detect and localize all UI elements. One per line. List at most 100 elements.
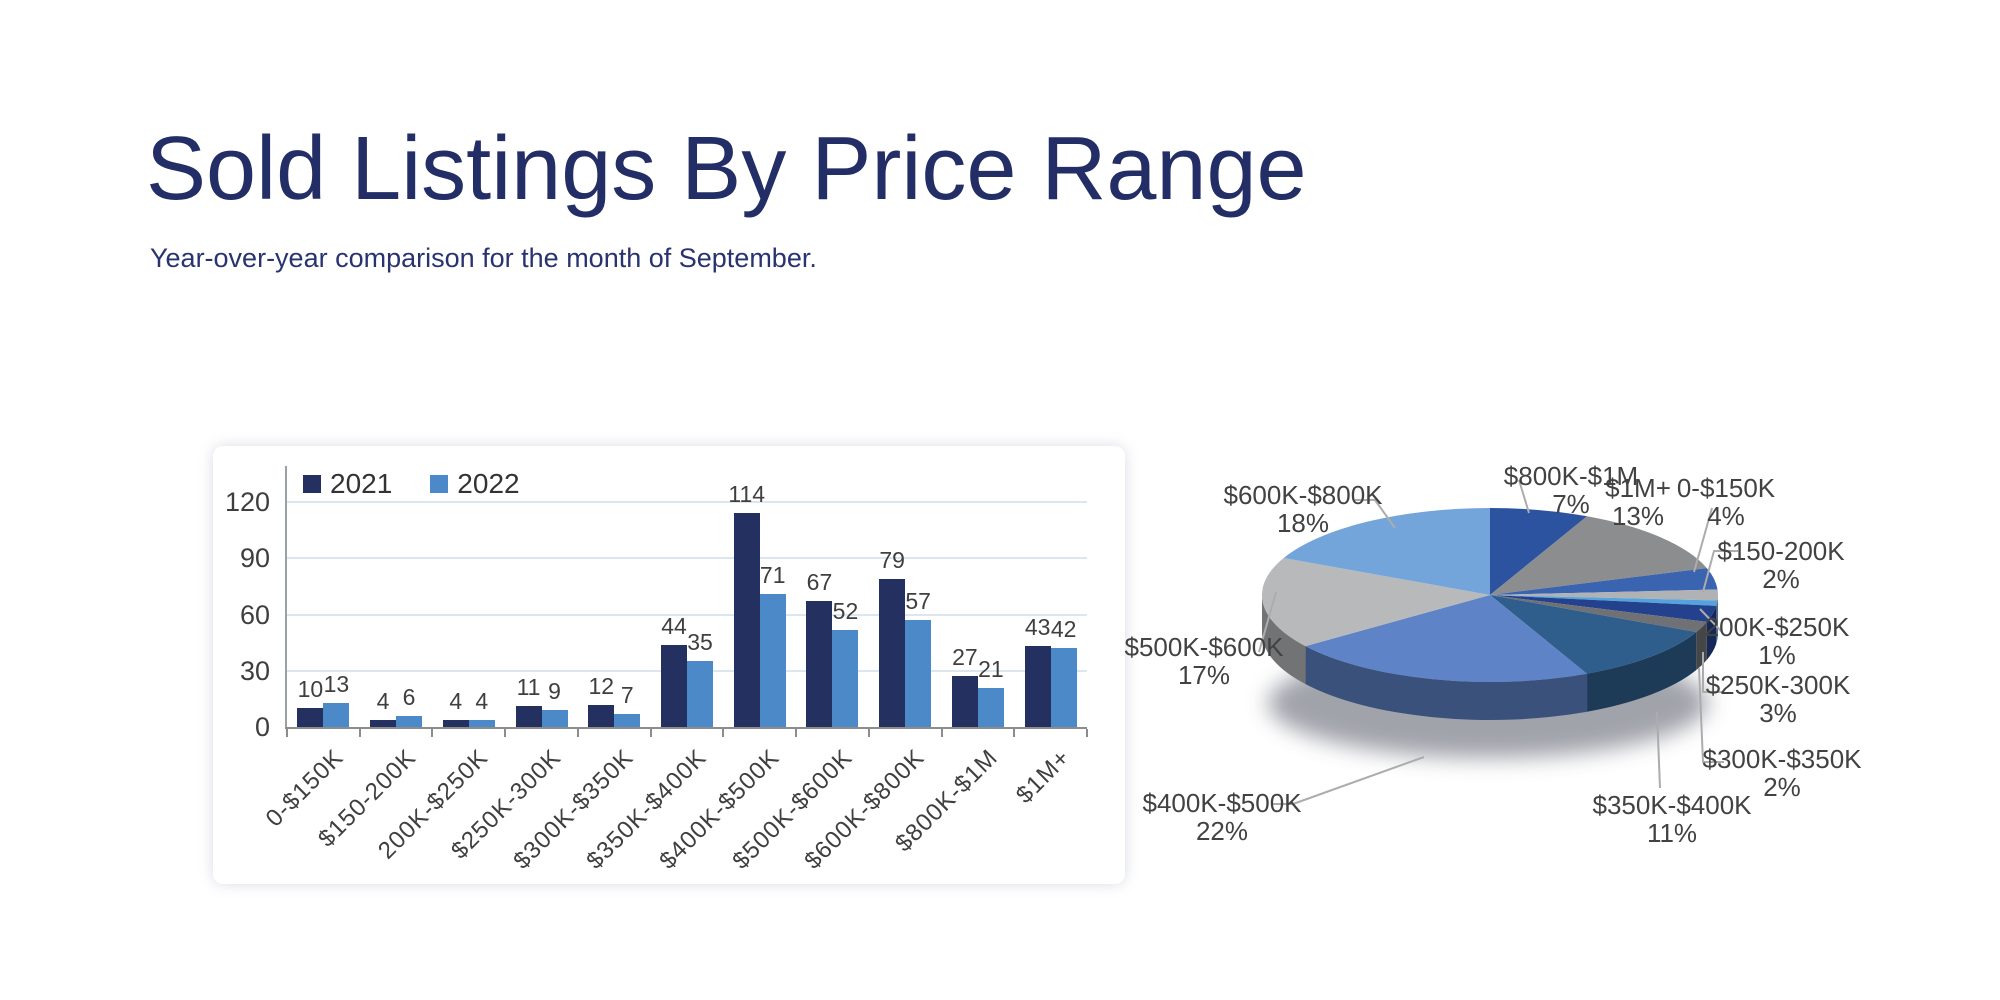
pie-slice	[1490, 568, 1718, 595]
x-axis-line	[285, 727, 1087, 729]
pie-slice-label: $800K-$1M 7%	[1456, 462, 1686, 518]
bar-2022	[687, 661, 713, 727]
pie-slice-label: 0-$150K 4%	[1611, 474, 1841, 530]
pie-slice-label-pct: 7%	[1552, 489, 1590, 519]
bar-2022	[614, 713, 641, 727]
pie-slice-label-range: $350K-$400K	[1592, 790, 1752, 820]
y-tick-label: 0	[254, 712, 270, 742]
pie-chart	[1258, 479, 1738, 805]
bar-value-label: 27	[952, 644, 978, 671]
bar-value-label: 44	[661, 612, 687, 639]
pie-slice	[1490, 589, 1718, 601]
bar-value-label: 4	[475, 687, 489, 714]
y-axis-line	[285, 466, 287, 729]
page-title: Sold Listings By Price Range	[146, 119, 1307, 219]
pie-leader-line	[1656, 711, 1661, 789]
pie-slice-label-pct: 22%	[1195, 816, 1249, 846]
pie-slice-label-range: $800K-$1M	[1503, 461, 1639, 491]
pie-slice	[1261, 557, 1490, 647]
bar-2021	[1024, 646, 1051, 727]
bar-value-label: 4	[376, 687, 390, 714]
x-axis-tick	[504, 729, 507, 737]
x-axis-tick	[358, 729, 361, 737]
pie-leader-line	[1518, 479, 1530, 514]
pie-slice-label-range: $1M+	[1605, 473, 1671, 503]
pie-slice-label-range: $400K-$500K	[1142, 788, 1302, 818]
pie-slice-label-range: $600K-$800K	[1223, 480, 1383, 510]
bar-2021	[588, 704, 615, 727]
x-axis-tick	[867, 729, 870, 737]
bar-value-label: 10	[297, 676, 324, 703]
bar-2022	[977, 687, 1004, 727]
pie-leader-line	[1258, 591, 1277, 653]
pie-slice	[1305, 595, 1588, 683]
bar-value-label: 13	[323, 670, 350, 697]
bar-value-label: 7	[620, 681, 634, 708]
pie-slice-label: $1M+ 13%	[1523, 474, 1753, 530]
x-axis-tick	[431, 729, 434, 737]
pie-slice-label-range: $150-200K	[1717, 536, 1845, 566]
pie-slice	[1490, 595, 1707, 633]
bar-2022	[759, 593, 786, 727]
legend-swatch-2022-icon	[430, 475, 449, 493]
bar-2022	[905, 620, 932, 727]
bar-value-label: 4	[449, 687, 463, 714]
bar-value-label: 71	[759, 561, 786, 588]
pie-slice-label: $350K-$400K 11%	[1557, 791, 1787, 847]
pie-slice-label: $250K-300K 3%	[1663, 671, 1893, 727]
bar-2022	[541, 710, 568, 727]
pie-slice-label: 200K-$250K 1%	[1662, 613, 1892, 669]
x-axis-tick	[576, 729, 579, 737]
bar-2021	[442, 719, 469, 727]
pie-slice-label-range: $300K-$350K	[1702, 744, 1862, 774]
bar-2021	[879, 578, 906, 727]
pie-slice	[1490, 595, 1718, 606]
pie-slice-label-pct: 2%	[1762, 564, 1800, 594]
pie-leader-line	[1702, 652, 1724, 693]
pie-slice-label-range: 200K-$250K	[1704, 612, 1850, 642]
bar-2022	[396, 715, 423, 727]
bar-2022	[1050, 648, 1077, 727]
pie-slice-label: $500K-$600K 17%	[1089, 633, 1319, 689]
page-subtitle: Year-over-year comparison for the month …	[150, 243, 817, 273]
grid-line	[287, 613, 1087, 616]
y-tick-label: 30	[239, 655, 270, 686]
pie-slice-label-pct: 2%	[1763, 772, 1801, 802]
pie-slice	[1490, 508, 1588, 595]
pie-slice-label-pct: 3%	[1759, 698, 1797, 728]
bar-value-label: 57	[905, 588, 931, 615]
bar-value-label: 42	[1050, 616, 1077, 643]
bar-2021	[515, 706, 542, 727]
bar-2022	[468, 719, 495, 727]
pie-slice	[1490, 516, 1707, 595]
bar-2021	[661, 644, 687, 727]
bar-2021	[951, 676, 978, 727]
x-axis-tick	[286, 729, 288, 737]
pie-leader-line	[1273, 756, 1425, 805]
legend-item-2021: 2021	[303, 468, 392, 500]
bar-value-label: 114	[728, 481, 766, 508]
grid-line	[287, 501, 1087, 503]
y-tick-label: 120	[224, 487, 270, 517]
pie-slice-wall	[1587, 632, 1697, 712]
bar-value-label: 79	[879, 546, 905, 573]
pie-slice	[1283, 508, 1490, 595]
x-axis-tick	[722, 729, 725, 737]
bar-value-label: 11	[516, 674, 541, 701]
pie-slice-label: $400K-$500K 22%	[1107, 789, 1337, 845]
pie-leader-line	[1693, 507, 1713, 573]
pie-slice-label-pct: 18%	[1276, 508, 1330, 538]
x-axis-tick	[649, 729, 652, 737]
pie-slice-label-range: $250K-300K	[1705, 670, 1851, 700]
grid-line	[287, 557, 1087, 560]
bar-2021	[370, 719, 397, 727]
x-axis-tick	[1086, 729, 1088, 737]
bar-value-label: 6	[402, 683, 416, 710]
pie-leader-line	[1699, 608, 1723, 633]
pie-leader-line	[1702, 550, 1738, 593]
pie-slice-label-pct: 4%	[1707, 501, 1745, 531]
pie-slice-label-pct: 13%	[1611, 501, 1665, 531]
pie-slice-label-range: $500K-$600K	[1124, 632, 1284, 662]
pie-slice-label-pct: 1%	[1758, 640, 1796, 670]
pie-slice-label: $150-200K 2%	[1666, 537, 1896, 593]
